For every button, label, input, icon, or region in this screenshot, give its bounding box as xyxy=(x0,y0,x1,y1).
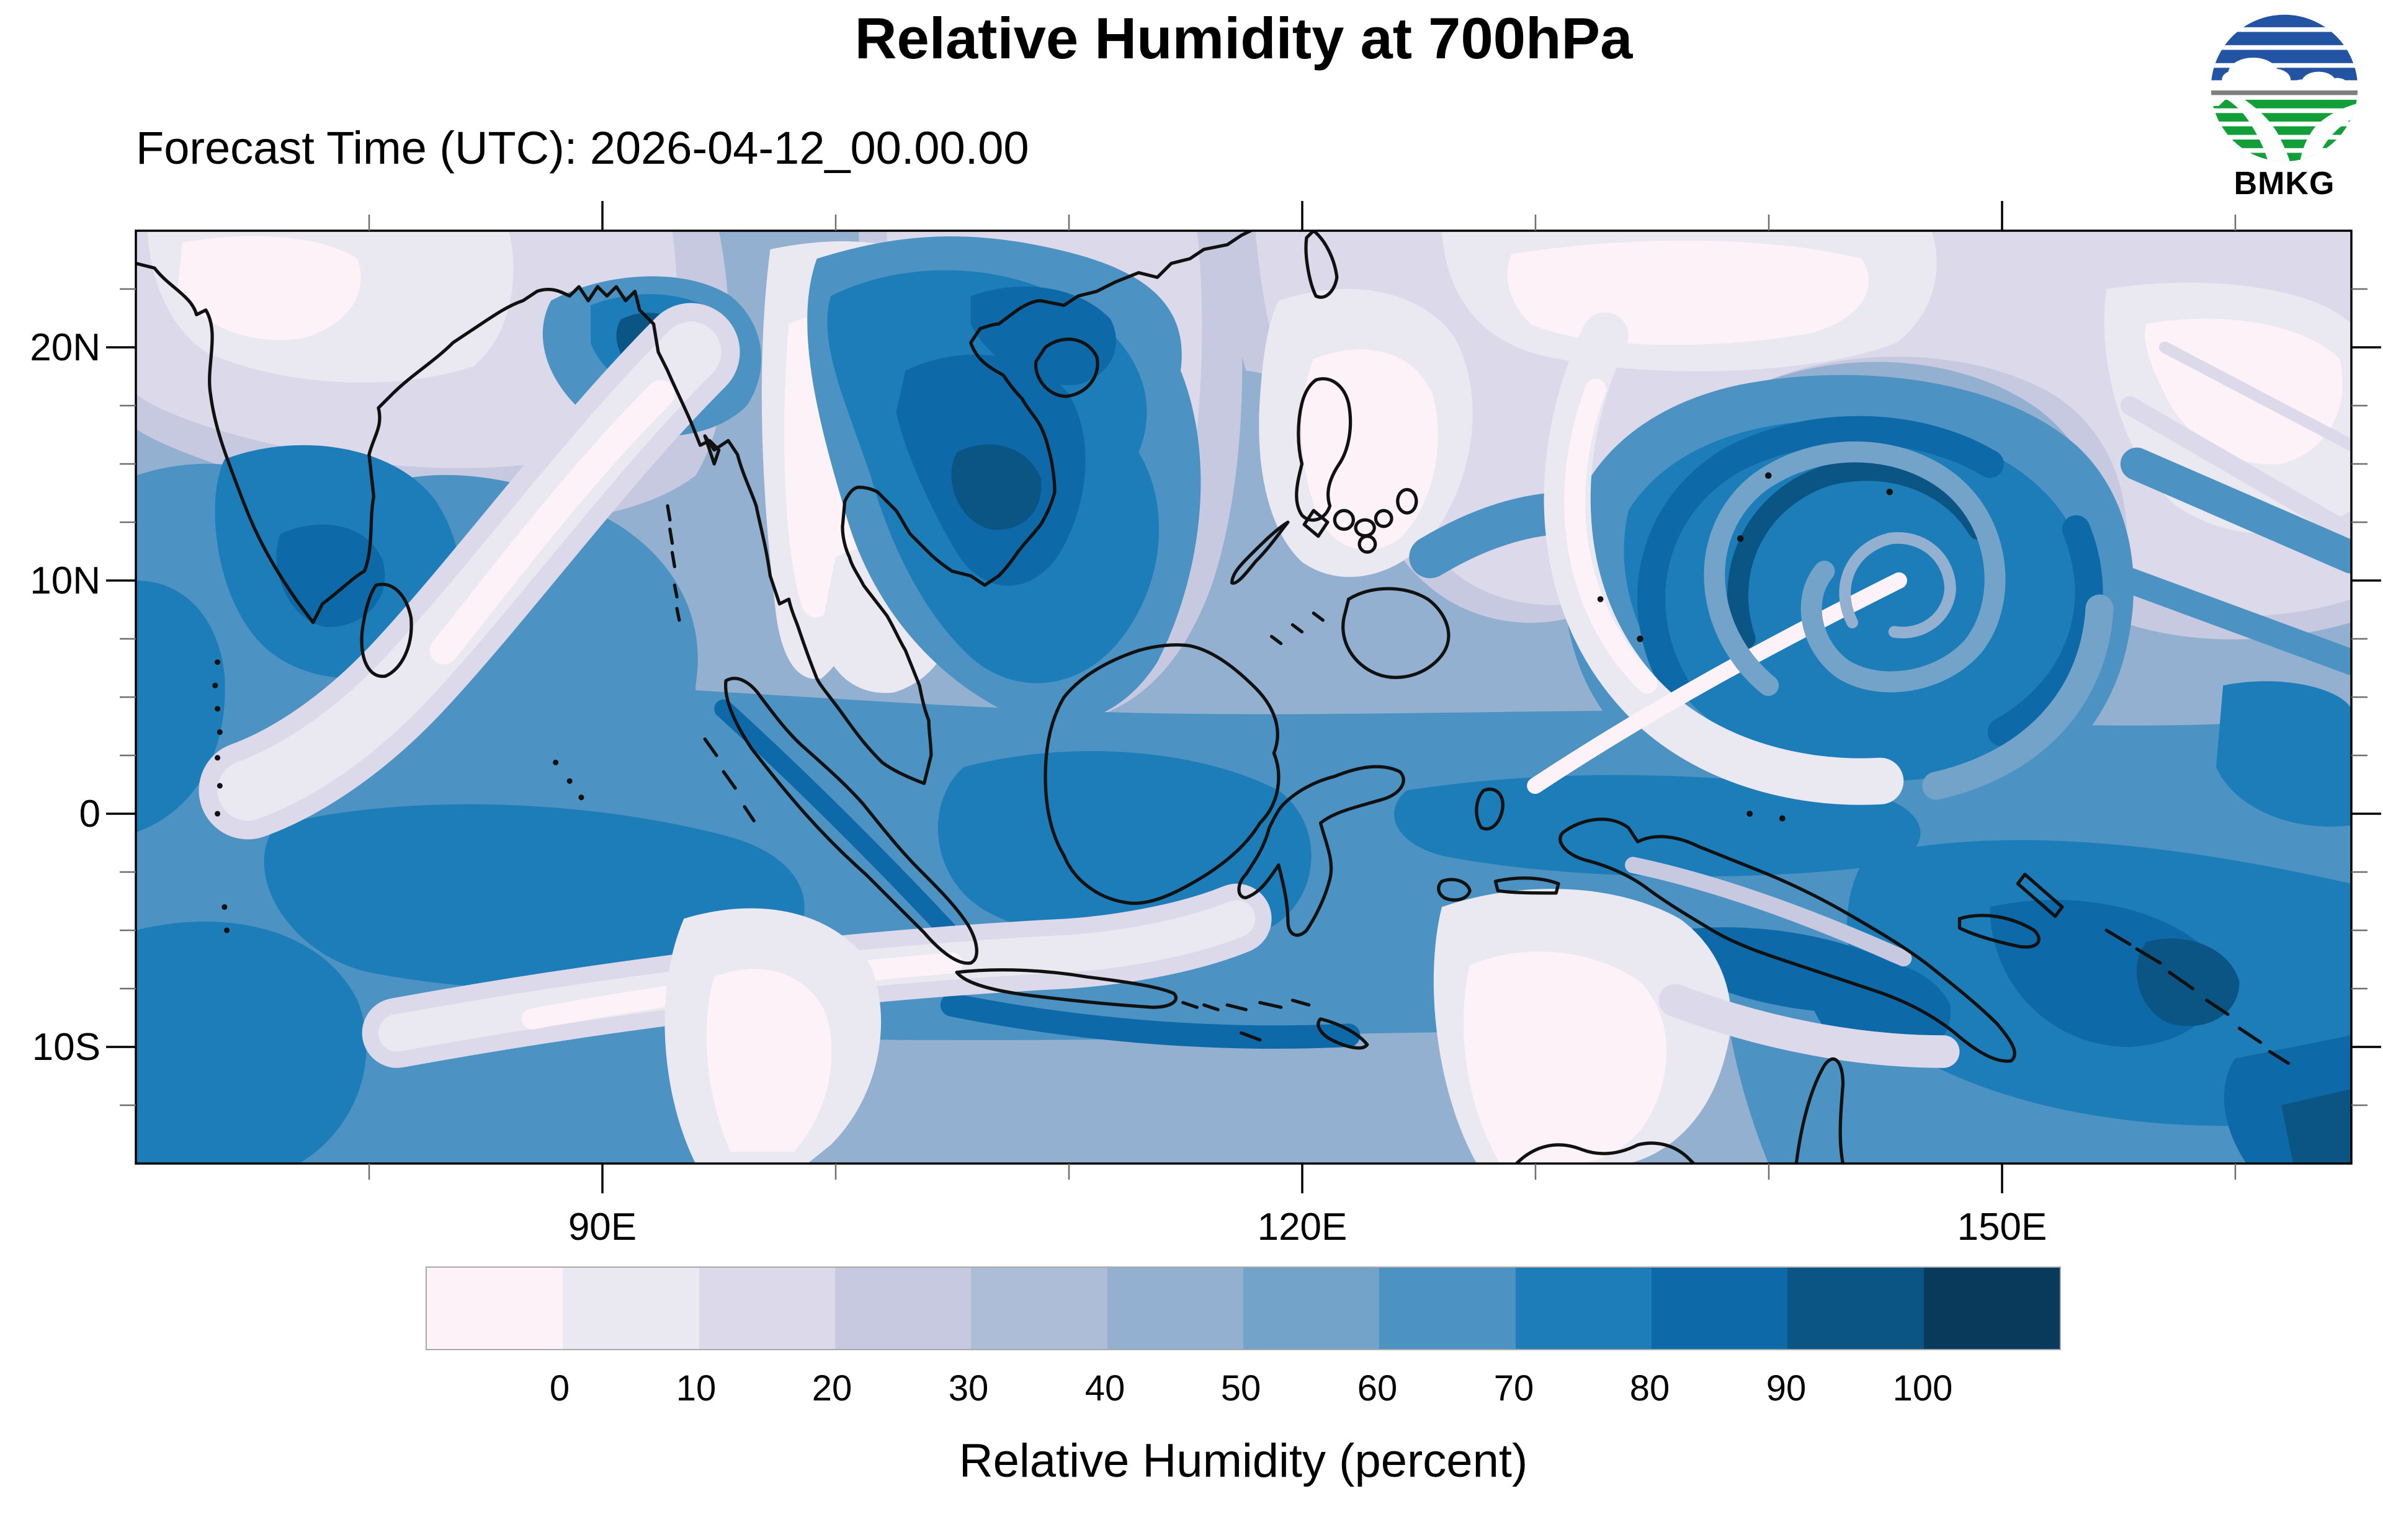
x-axis-label-120E: 120E xyxy=(1257,1206,1348,1248)
colorbar-segment xyxy=(1923,1268,2060,1349)
colorbar-segment xyxy=(1515,1268,1652,1349)
bmkg-logo: BMKG xyxy=(2206,12,2363,202)
colorbar-tick-70: 70 xyxy=(1493,1368,1534,1409)
bmkg-logo-icon xyxy=(2211,14,2358,162)
colorbar-segment xyxy=(699,1268,835,1349)
forecast-time-subtitle: Forecast Time (UTC): 2026-04-12_00.00.00 xyxy=(136,122,1029,174)
colorbar-segment xyxy=(971,1268,1107,1349)
colorbar-segment xyxy=(427,1268,563,1349)
x-axis-label-150E: 150E xyxy=(1957,1206,2047,1248)
colorbar-segment xyxy=(1787,1268,1924,1349)
colorbar-segment xyxy=(1107,1268,1243,1349)
colorbar xyxy=(426,1266,2061,1350)
colorbar-segment xyxy=(834,1268,972,1349)
map-canvas xyxy=(136,231,2351,1164)
colorbar-tick-30: 30 xyxy=(948,1368,989,1409)
y-axis-label-0: 0 xyxy=(79,793,101,835)
y-axis-label-20N: 20N xyxy=(30,326,101,369)
x-axis-label-90E: 90E xyxy=(568,1206,637,1248)
colorbar-tick-40: 40 xyxy=(1084,1368,1125,1409)
y-axis-label-10S: 10S xyxy=(32,1026,101,1069)
page-title: Relative Humidity at 700hPa xyxy=(854,6,1633,71)
colorbar-tick-80: 80 xyxy=(1629,1368,1670,1409)
colorbar-tick-10: 10 xyxy=(676,1368,717,1409)
logo-horizon-line xyxy=(2211,90,2358,96)
logo-clouds xyxy=(2211,57,2358,94)
bmkg-logo-text: BMKG xyxy=(2233,166,2335,202)
colorbar-segment xyxy=(563,1268,699,1349)
colorbar-tick-20: 20 xyxy=(811,1368,852,1409)
y-axis-label-10N: 10N xyxy=(30,559,101,602)
colorbar-segment xyxy=(1243,1268,1380,1349)
colorbar-segment xyxy=(1651,1268,1788,1349)
colorbar-segment xyxy=(1379,1268,1516,1349)
colorbar-tick-0: 0 xyxy=(549,1368,570,1409)
colorbar-label: Relative Humidity (percent) xyxy=(959,1435,1528,1487)
colorbar-tick-90: 90 xyxy=(1766,1368,1807,1409)
colorbar-tick-100: 100 xyxy=(1892,1368,1953,1409)
colorbar-tick-50: 50 xyxy=(1220,1368,1261,1409)
colorbar-tick-60: 60 xyxy=(1357,1368,1398,1409)
